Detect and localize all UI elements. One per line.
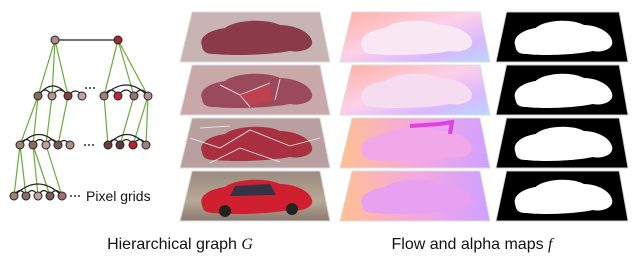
group [10, 36, 152, 200]
shape [118, 40, 134, 96]
group [496, 118, 628, 168]
shape [64, 92, 72, 100]
shape [84, 144, 86, 146]
shape [89, 87, 91, 89]
shape [116, 141, 124, 149]
shape [66, 141, 74, 149]
caption: Hierarchical graph G [107, 236, 253, 253]
shape [48, 92, 56, 100]
shape [104, 96, 108, 145]
shape [74, 195, 76, 197]
figure: Pixel grids Hierarchical graph G Flow an… [0, 0, 634, 256]
shape [46, 192, 54, 200]
group [340, 118, 490, 168]
group [180, 118, 330, 168]
shape [78, 92, 86, 100]
shape [114, 36, 122, 44]
group [340, 171, 490, 221]
shape [219, 205, 231, 217]
caption-symbol: G [241, 236, 253, 253]
group [340, 12, 490, 62]
shape [34, 92, 42, 100]
shape [100, 92, 108, 100]
shape [20, 135, 146, 146]
shape [286, 203, 298, 215]
shape [58, 96, 68, 145]
shape [42, 141, 50, 149]
group [496, 12, 628, 62]
caption: Flow and alpha maps f [392, 236, 556, 253]
group [496, 171, 628, 221]
shape [10, 192, 18, 200]
shape [88, 144, 90, 146]
group [70, 87, 95, 197]
caption-text: Flow and alpha maps [392, 236, 544, 253]
shape [54, 141, 62, 149]
group: Pixel grids [10, 36, 152, 204]
shape [58, 192, 66, 200]
caption-symbol: f [548, 236, 555, 253]
shape [29, 141, 37, 149]
shape [92, 144, 94, 146]
shape [142, 141, 150, 149]
shape [14, 145, 20, 196]
shape [16, 141, 24, 149]
group [180, 12, 330, 62]
shape [114, 92, 122, 100]
shape [144, 92, 152, 100]
shape [130, 92, 138, 100]
group [496, 65, 628, 115]
shape [55, 40, 68, 96]
shape [22, 192, 30, 200]
shape [93, 87, 95, 89]
shape [129, 141, 137, 149]
shape [34, 192, 42, 200]
caption-text: Hierarchical graph [107, 236, 237, 253]
shape [46, 145, 62, 196]
group [180, 171, 330, 221]
shape [104, 141, 112, 149]
shape [118, 40, 148, 96]
shape [70, 195, 72, 197]
group [180, 65, 330, 115]
group [340, 65, 490, 115]
pixel-grids-label: Pixel grids [86, 188, 151, 204]
shape [78, 195, 80, 197]
shape [85, 87, 87, 89]
shape [120, 96, 134, 145]
group [14, 40, 148, 196]
shape [51, 36, 59, 44]
